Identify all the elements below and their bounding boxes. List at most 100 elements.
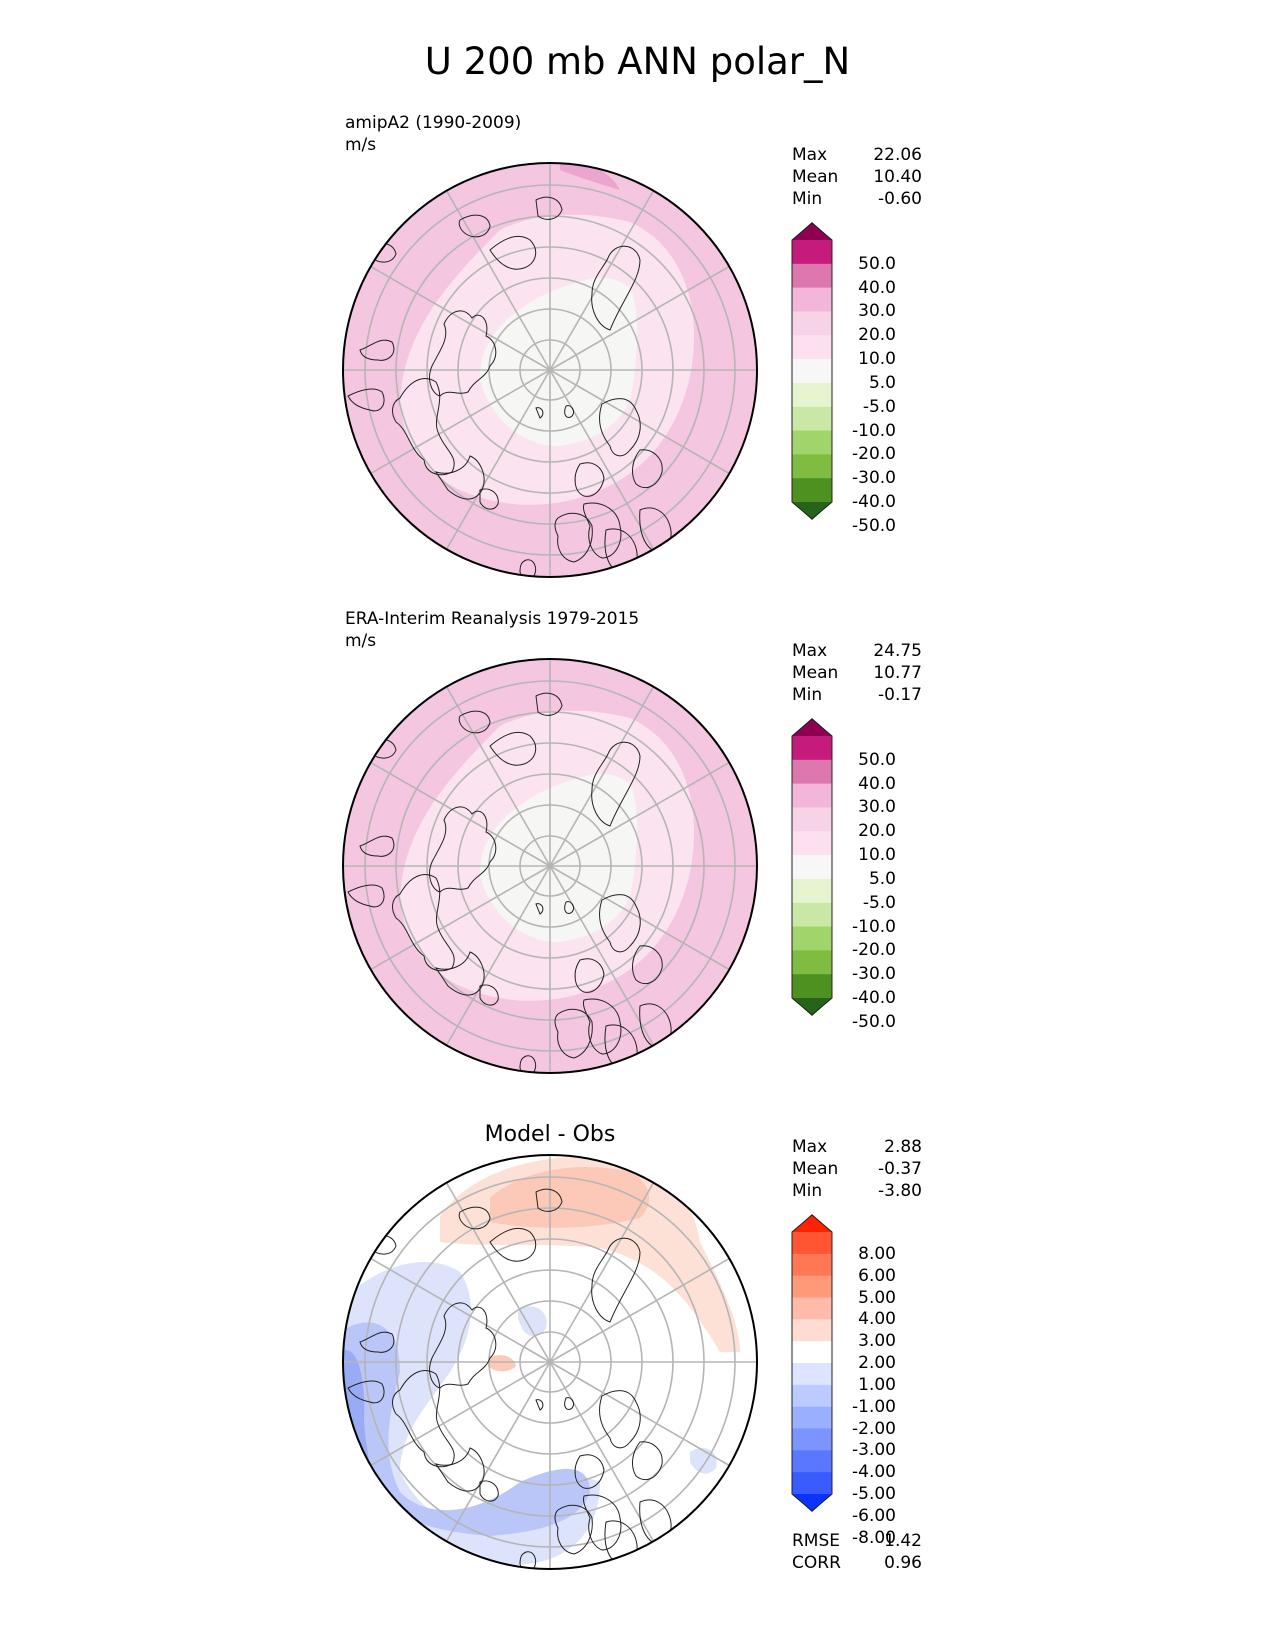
coastline — [535, 1399, 544, 1411]
colorbar-tick-label: -30.0 — [852, 964, 896, 985]
coastline — [564, 1397, 575, 1411]
stat-row: Min -0.17 — [792, 684, 922, 706]
coastline — [458, 214, 491, 238]
panel-1-label-units: m/s — [345, 135, 377, 155]
coastline — [599, 894, 641, 953]
coastlines — [347, 1188, 672, 1569]
panel-2-label: ERA-Interim Reanalysis 1979-2015 m/s — [345, 608, 639, 652]
stat-label: Mean — [792, 663, 839, 683]
colorbar-segment — [792, 878, 832, 904]
meridian-line — [564, 891, 661, 1057]
colorbar-segment — [792, 855, 832, 880]
colorbar-tick-label: -5.00 — [852, 1484, 896, 1504]
colorbar-tick-label: -1.00 — [852, 1396, 896, 1417]
meridian-line — [439, 179, 536, 345]
colorbar-segment — [792, 406, 832, 432]
coastline — [347, 884, 385, 908]
colorbar-segment — [792, 926, 832, 951]
field-contour-accent — [343, 540, 440, 577]
stat-value: 24.75 — [873, 641, 922, 661]
coastline — [574, 1454, 605, 1489]
coastline — [535, 692, 563, 716]
panel-2-colorbar-labels: 50.0 40.0 30.0 20.0 10.0 5.0 -5.0 -10.0 -20.0 -30… — [836, 718, 896, 1032]
field-contour-positive — [488, 1355, 516, 1372]
coastline — [583, 502, 622, 559]
colorbar-segment — [792, 1450, 832, 1473]
meridian-line — [359, 259, 525, 356]
coastline — [632, 945, 663, 984]
colorbar-tick-label: 1.00 — [858, 1374, 896, 1395]
panel-3-title: Model - Obs — [484, 1122, 616, 1147]
meridian-line — [359, 1251, 525, 1348]
panel-1-label: amipA2 (1990-2009) m/s — [345, 112, 521, 156]
panel-1-stats: Max 22.06 Mean 10.40 Min -0.60 — [792, 144, 922, 210]
coastline — [434, 1447, 485, 1492]
colorbar-segment — [792, 1297, 832, 1320]
colorbar-segment — [792, 430, 832, 455]
coastline — [583, 1494, 622, 1551]
meridian-line — [359, 880, 525, 977]
coastline — [359, 1331, 395, 1353]
graticule — [343, 163, 757, 577]
colorbar-tick-label: 4.00 — [858, 1309, 896, 1330]
metric-label: CORR — [792, 1553, 841, 1573]
colorbar-segment — [792, 902, 832, 928]
coastline — [564, 405, 575, 419]
coastline — [434, 455, 485, 500]
coastline — [583, 998, 622, 1055]
center-meridians — [520, 836, 580, 896]
colorbar-segment — [792, 287, 832, 312]
coastline — [632, 1441, 663, 1480]
meridian-line — [575, 1251, 741, 1348]
colorbar-tick-label: -8.00 — [852, 1527, 896, 1548]
colorbar-tick-label: -50.0 — [852, 515, 896, 536]
metric-label: RMSE — [792, 1531, 841, 1551]
map-boundary — [342, 162, 758, 578]
stat-row: Max 2.88 — [792, 1136, 922, 1158]
coastline — [479, 1480, 499, 1502]
panel-3-metrics: RMSE 1.42 CORR 0.96 — [792, 1530, 922, 1574]
colorbar-segment — [792, 950, 832, 975]
colorbar-tick-label: 20.0 — [858, 325, 896, 346]
stat-label: Max — [792, 1137, 828, 1157]
colorbar-tick-label: -5.0 — [862, 892, 896, 913]
colorbar-tick-label: 50.0 — [858, 253, 896, 274]
colorbar-segment — [792, 1384, 832, 1408]
coastline — [535, 903, 544, 915]
coastline — [347, 1380, 385, 1404]
panel-2-label-name: ERA-Interim Reanalysis 1979-2015 — [345, 609, 640, 629]
meridian-line — [575, 259, 741, 356]
stat-label: Min — [792, 685, 823, 705]
stat-label: Mean — [792, 1159, 839, 1179]
panel-1-colorbar — [791, 222, 833, 520]
field-contour-negative-light — [517, 1306, 547, 1337]
field-contour-accent — [560, 163, 620, 190]
colorbar-tick-label: 8.00 — [858, 1243, 896, 1264]
panel-2-label-units: m/s — [345, 631, 377, 651]
colorbar-segment — [792, 1232, 832, 1255]
colorbar-top-extension — [792, 1214, 832, 1232]
coastline — [591, 245, 641, 331]
colorbar-tick-label: 50.0 — [858, 749, 896, 770]
meridian-line — [359, 755, 525, 852]
panel-3-colorbar — [791, 1214, 833, 1512]
metric-row: CORR 0.96 — [792, 1552, 922, 1574]
stat-value: 2.88 — [884, 1137, 922, 1157]
colorbar-bottom-extension — [792, 998, 832, 1016]
colorbar-segment — [792, 783, 832, 808]
colorbar-top-extension — [792, 718, 832, 736]
colorbar-tick-label: -3.00 — [852, 1440, 896, 1461]
colorbar-segment — [792, 240, 832, 265]
colorbar-segment — [792, 831, 832, 856]
coastline — [535, 1188, 563, 1212]
colorbar-tick-label: 5.0 — [868, 372, 896, 393]
meridian-line — [439, 891, 536, 1057]
colorbar-segment — [792, 359, 832, 384]
meridian-line — [439, 395, 536, 561]
coastline — [591, 741, 641, 827]
colorbar-tick-label: -10.0 — [852, 420, 896, 441]
stat-value: -0.17 — [878, 685, 922, 705]
colorbar-segment — [792, 1428, 832, 1451]
coastline — [554, 1504, 593, 1555]
center-meridians — [520, 1332, 580, 1392]
